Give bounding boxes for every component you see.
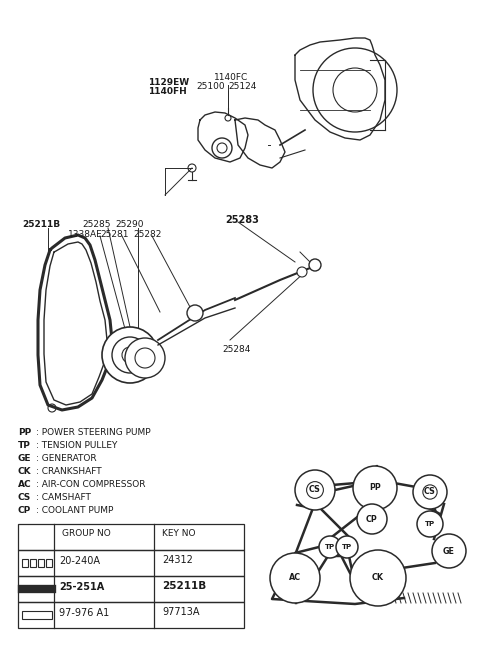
Text: 25282: 25282 bbox=[133, 230, 161, 239]
Circle shape bbox=[432, 534, 466, 568]
Text: 1338AE: 1338AE bbox=[68, 230, 103, 239]
Text: 1140FC: 1140FC bbox=[214, 73, 248, 82]
Bar bbox=[30, 559, 36, 567]
Text: CS: CS bbox=[424, 487, 436, 496]
Circle shape bbox=[357, 504, 387, 534]
Text: PP: PP bbox=[18, 428, 31, 437]
Text: 25290: 25290 bbox=[115, 220, 144, 229]
Text: CP: CP bbox=[366, 514, 378, 523]
Circle shape bbox=[187, 305, 203, 321]
Text: : GENERATOR: : GENERATOR bbox=[36, 454, 96, 463]
Text: GROUP NO: GROUP NO bbox=[62, 529, 111, 538]
Text: GE: GE bbox=[443, 546, 455, 555]
Text: 20-240A: 20-240A bbox=[59, 556, 100, 566]
Circle shape bbox=[307, 481, 324, 498]
Text: 25211B: 25211B bbox=[162, 581, 206, 591]
Text: 25283: 25283 bbox=[225, 215, 259, 225]
Circle shape bbox=[125, 338, 165, 378]
Circle shape bbox=[417, 511, 443, 537]
Text: 25100: 25100 bbox=[196, 82, 225, 91]
Text: CK: CK bbox=[372, 574, 384, 582]
Circle shape bbox=[122, 347, 138, 363]
Bar bbox=[18, 602, 244, 628]
Text: KEY NO: KEY NO bbox=[162, 529, 195, 538]
Bar bbox=[46, 559, 52, 567]
Text: 25124: 25124 bbox=[228, 82, 256, 91]
Bar bbox=[22, 611, 52, 619]
Text: PP: PP bbox=[369, 483, 381, 493]
Text: CK: CK bbox=[18, 467, 32, 476]
Text: AC: AC bbox=[18, 480, 32, 489]
Text: 25285: 25285 bbox=[82, 220, 110, 229]
Circle shape bbox=[297, 267, 307, 277]
Text: 25211B: 25211B bbox=[22, 220, 60, 229]
Circle shape bbox=[112, 337, 148, 373]
Bar bbox=[18, 550, 244, 576]
Text: 97-976 A1: 97-976 A1 bbox=[59, 608, 109, 618]
Text: 25-251A: 25-251A bbox=[59, 582, 104, 592]
Circle shape bbox=[353, 466, 397, 510]
Circle shape bbox=[423, 485, 437, 499]
Circle shape bbox=[270, 553, 320, 603]
Text: CP: CP bbox=[18, 506, 31, 515]
Text: AC: AC bbox=[289, 574, 301, 582]
Text: 97713A: 97713A bbox=[162, 607, 200, 617]
Text: : CRANKSHAFT: : CRANKSHAFT bbox=[36, 467, 102, 476]
Text: : CAMSHAFT: : CAMSHAFT bbox=[36, 493, 91, 502]
Text: GE: GE bbox=[18, 454, 32, 463]
Text: : AIR-CON COMPRESSOR: : AIR-CON COMPRESSOR bbox=[36, 480, 145, 489]
Bar bbox=[38, 559, 44, 567]
Text: CS: CS bbox=[309, 485, 321, 495]
Text: 25281: 25281 bbox=[100, 230, 129, 239]
Text: 1140FH: 1140FH bbox=[148, 87, 187, 96]
Text: : COOLANT PUMP: : COOLANT PUMP bbox=[36, 506, 113, 515]
Text: 25284: 25284 bbox=[222, 345, 251, 354]
Text: TP: TP bbox=[425, 521, 435, 527]
Circle shape bbox=[295, 470, 335, 510]
Text: TP: TP bbox=[18, 441, 31, 450]
Text: TP: TP bbox=[342, 544, 352, 550]
Bar bbox=[18, 524, 244, 550]
Circle shape bbox=[413, 475, 447, 509]
Text: CS: CS bbox=[18, 493, 31, 502]
Text: 1129EW: 1129EW bbox=[148, 78, 189, 87]
Bar bbox=[22, 559, 28, 567]
Text: : POWER STEERING PUMP: : POWER STEERING PUMP bbox=[36, 428, 151, 437]
Circle shape bbox=[319, 536, 341, 558]
Text: 24312: 24312 bbox=[162, 555, 193, 565]
Circle shape bbox=[309, 259, 321, 271]
Circle shape bbox=[350, 550, 406, 606]
Bar bbox=[18, 576, 244, 602]
Circle shape bbox=[135, 348, 155, 368]
Circle shape bbox=[102, 327, 158, 383]
Text: TP: TP bbox=[325, 544, 335, 550]
Circle shape bbox=[336, 536, 358, 558]
Text: : TENSION PULLEY: : TENSION PULLEY bbox=[36, 441, 118, 450]
